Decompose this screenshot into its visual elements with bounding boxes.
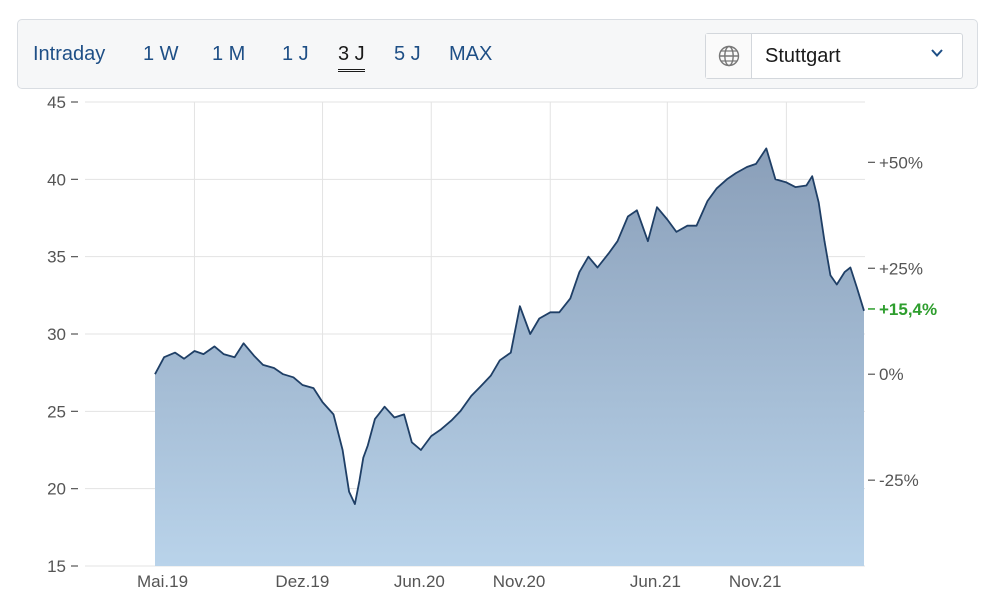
x-tick-label: Dez.19 — [275, 572, 329, 591]
tab-label: Intraday — [33, 43, 106, 65]
price-chart: 15 20 25 30 35 40 45 Mai.19 Dez.19 Jun.20 Nov.20 J… — [47, 93, 937, 591]
tab-5j[interactable]: 5 J — [394, 42, 421, 66]
x-tick-label: Nov.20 — [493, 572, 546, 591]
chevron-down-icon — [930, 46, 944, 65]
x-tick-label: Mai.19 — [137, 572, 188, 591]
y-tick-label: 40 — [47, 170, 66, 189]
percent-tick-label: -25% — [879, 471, 919, 490]
tab-label: 5 J — [394, 43, 421, 65]
current-change-label: +15,4% — [879, 300, 937, 319]
exchange-select[interactable]: Stuttgart — [705, 33, 963, 79]
percent-tick-label: +25% — [879, 259, 923, 278]
percent-tick-label: +50% — [879, 153, 923, 172]
percent-axis: +50% +25% 0% -25% +15,4% — [868, 153, 937, 490]
x-tick-label: Jun.20 — [394, 572, 445, 591]
tab-1m[interactable]: 1 M — [212, 42, 245, 66]
x-tick-label: Nov.21 — [729, 572, 782, 591]
range-toolbar: Intraday 1 W 1 M 1 J 3 J 5 J MAX Stuttga… — [17, 19, 978, 89]
y-tick-label: 45 — [47, 93, 66, 112]
active-tab-underline — [338, 69, 365, 72]
y-tick-label: 20 — [47, 480, 66, 499]
tab-1w[interactable]: 1 W — [143, 42, 179, 66]
x-tick-label: Jun.21 — [630, 572, 681, 591]
tab-intraday[interactable]: Intraday — [33, 42, 105, 66]
y-tick-label: 30 — [47, 325, 66, 344]
tab-max[interactable]: MAX — [449, 42, 492, 66]
tab-label: MAX — [449, 43, 493, 65]
tab-label: 1 W — [143, 43, 179, 65]
percent-tick-label: 0% — [879, 365, 904, 384]
tab-3j[interactable]: 3 J — [338, 42, 365, 72]
y-tick-label: 15 — [47, 557, 66, 576]
price-line — [154, 147, 865, 505]
price-area — [155, 148, 864, 566]
exchange-label: Stuttgart — [765, 45, 841, 67]
y-tick-label: 35 — [47, 248, 66, 267]
tab-label: 1 M — [212, 43, 246, 65]
tab-label: 3 J — [338, 43, 365, 65]
globe-icon — [706, 34, 752, 78]
tab-label: 1 J — [282, 43, 309, 65]
tab-1j[interactable]: 1 J — [282, 42, 309, 66]
x-axis: Mai.19 Dez.19 Jun.20 Nov.20 Jun.21 Nov.21 — [137, 572, 782, 591]
y-axis: 15 20 25 30 35 40 45 — [47, 93, 78, 576]
y-tick-label: 25 — [47, 402, 66, 421]
